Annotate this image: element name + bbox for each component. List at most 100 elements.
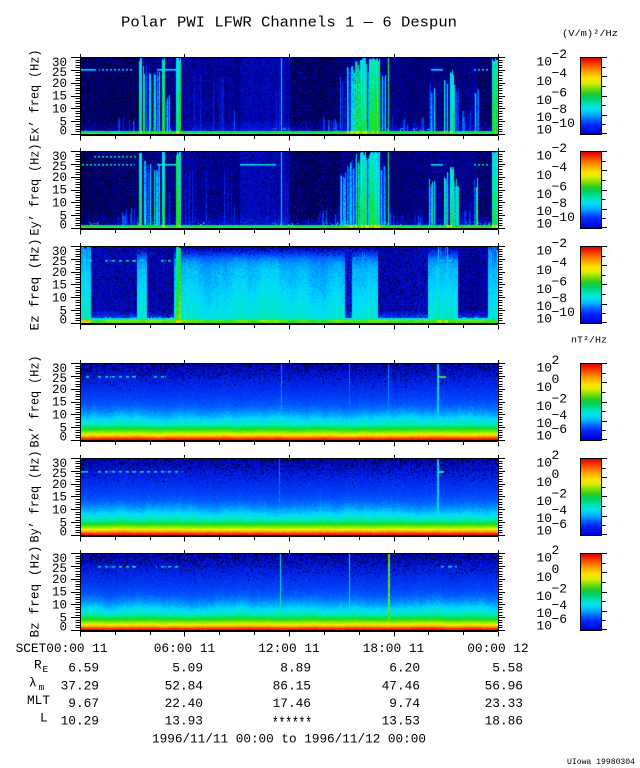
svg-text:10: 10 (52, 292, 67, 306)
svg-text:10: 10 (52, 409, 67, 423)
svg-text:−4: −4 (552, 255, 568, 270)
svg-text:10: 10 (536, 361, 552, 376)
svg-text:−2: −2 (552, 47, 568, 62)
svg-text:−4: −4 (552, 503, 568, 518)
svg-text:10: 10 (52, 103, 67, 117)
svg-text:10: 10 (536, 204, 552, 219)
svg-text:25: 25 (52, 255, 67, 269)
svg-text:2: 2 (552, 353, 560, 368)
svg-text:−4: −4 (552, 160, 568, 175)
svg-text:10: 10 (536, 511, 552, 526)
svg-text:10: 10 (536, 187, 552, 202)
svg-text:15: 15 (52, 586, 67, 600)
svg-text:−10: −10 (552, 116, 575, 131)
svg-text:Ey’ freq (Hz): Ey’ freq (Hz) (29, 144, 43, 236)
svg-text:22.40: 22.40 (165, 696, 203, 711)
svg-text:06:00 11: 06:00 11 (154, 641, 216, 656)
svg-text:−8: −8 (552, 102, 568, 117)
svg-text:−4: −4 (552, 408, 568, 423)
svg-text:SCET00:00 11: SCET00:00 11 (16, 641, 108, 656)
svg-text:Ex’ freq (Hz): Ex’ freq (Hz) (29, 50, 43, 142)
svg-text:Polar PWI LFWR Channels 1 — 6: Polar PWI LFWR Channels 1 — 6 Despun (121, 15, 457, 32)
svg-text:20: 20 (52, 171, 67, 185)
svg-text:20: 20 (52, 77, 67, 91)
svg-text:5: 5 (59, 516, 67, 530)
svg-text:10: 10 (536, 494, 552, 509)
svg-text:10: 10 (536, 110, 552, 125)
svg-text:10.29: 10.29 (61, 714, 99, 729)
svg-text:−2: −2 (552, 392, 568, 407)
svg-text:λ: λ (29, 676, 37, 691)
svg-text:Ez freq (Hz): Ez freq (Hz) (29, 239, 43, 331)
svg-text:−6: −6 (552, 517, 568, 532)
svg-text:10: 10 (536, 606, 552, 621)
svg-text:20: 20 (52, 478, 67, 492)
svg-text:23.33: 23.33 (485, 696, 523, 711)
svg-text:Bz freq (Hz): Bz freq (Hz) (29, 546, 43, 638)
svg-text:30: 30 (52, 245, 67, 259)
svg-text:5: 5 (59, 421, 67, 435)
svg-text:25: 25 (52, 372, 67, 386)
svg-text:10: 10 (536, 524, 552, 539)
svg-text:−6: −6 (552, 180, 568, 195)
svg-text:UIowa 19980304: UIowa 19980304 (567, 757, 635, 767)
svg-text:10: 10 (536, 244, 552, 259)
svg-text:8.89: 8.89 (280, 661, 311, 676)
svg-text:m: m (39, 682, 45, 693)
svg-text:10: 10 (536, 263, 552, 278)
svg-text:10: 10 (536, 429, 552, 444)
svg-text:15: 15 (52, 90, 67, 104)
svg-text:0: 0 (59, 431, 67, 445)
svg-text:R: R (34, 658, 42, 673)
svg-text:5: 5 (59, 209, 67, 223)
svg-text:2: 2 (552, 448, 560, 463)
svg-text:−10: −10 (552, 210, 575, 225)
svg-text:10: 10 (52, 504, 67, 518)
svg-text:20: 20 (52, 573, 67, 587)
svg-text:10: 10 (536, 619, 552, 634)
svg-text:10: 10 (536, 74, 552, 89)
svg-text:−10: −10 (552, 305, 575, 320)
svg-text:10: 10 (536, 149, 552, 164)
svg-text:30: 30 (52, 56, 67, 70)
svg-text:25: 25 (52, 66, 67, 80)
svg-text:00:00 12: 00:00 12 (467, 641, 529, 656)
svg-text:10: 10 (536, 312, 552, 327)
svg-text:52.84: 52.84 (165, 679, 204, 694)
svg-text:18:00 11: 18:00 11 (363, 641, 425, 656)
svg-text:Bx’ freq (Hz): Bx’ freq (Hz) (29, 356, 43, 448)
svg-text:10: 10 (536, 299, 552, 314)
svg-text:10: 10 (52, 197, 67, 211)
svg-text:−6: −6 (552, 86, 568, 101)
svg-text:0: 0 (552, 372, 560, 387)
svg-text:10: 10 (536, 589, 552, 604)
svg-text:10: 10 (536, 93, 552, 108)
svg-text:0: 0 (59, 314, 67, 328)
svg-text:13.93: 13.93 (165, 714, 203, 729)
svg-text:10: 10 (536, 570, 552, 585)
svg-text:15: 15 (52, 396, 67, 410)
svg-text:18.86: 18.86 (485, 714, 523, 729)
svg-text:5.09: 5.09 (172, 661, 203, 676)
svg-text:10: 10 (536, 55, 552, 70)
svg-text:−2: −2 (552, 487, 568, 502)
svg-text:12:00 11: 12:00 11 (258, 641, 320, 656)
svg-text:6.20: 6.20 (389, 661, 420, 676)
svg-text:−6: −6 (552, 275, 568, 290)
svg-text:25: 25 (52, 160, 67, 174)
svg-text:0: 0 (59, 125, 67, 139)
svg-text:37.29: 37.29 (61, 679, 99, 694)
svg-text:30: 30 (52, 552, 67, 566)
svg-text:9.67: 9.67 (68, 696, 99, 711)
svg-text:15: 15 (52, 184, 67, 198)
svg-text:−6: −6 (552, 422, 568, 437)
svg-text:30: 30 (52, 362, 67, 376)
svg-text:−8: −8 (552, 291, 568, 306)
svg-text:15: 15 (52, 491, 67, 505)
svg-text:10: 10 (536, 168, 552, 183)
svg-text:−8: −8 (552, 196, 568, 211)
svg-text:10: 10 (536, 380, 552, 395)
svg-text:10: 10 (536, 217, 552, 232)
svg-text:17.46: 17.46 (273, 696, 311, 711)
svg-text:0: 0 (552, 562, 560, 577)
